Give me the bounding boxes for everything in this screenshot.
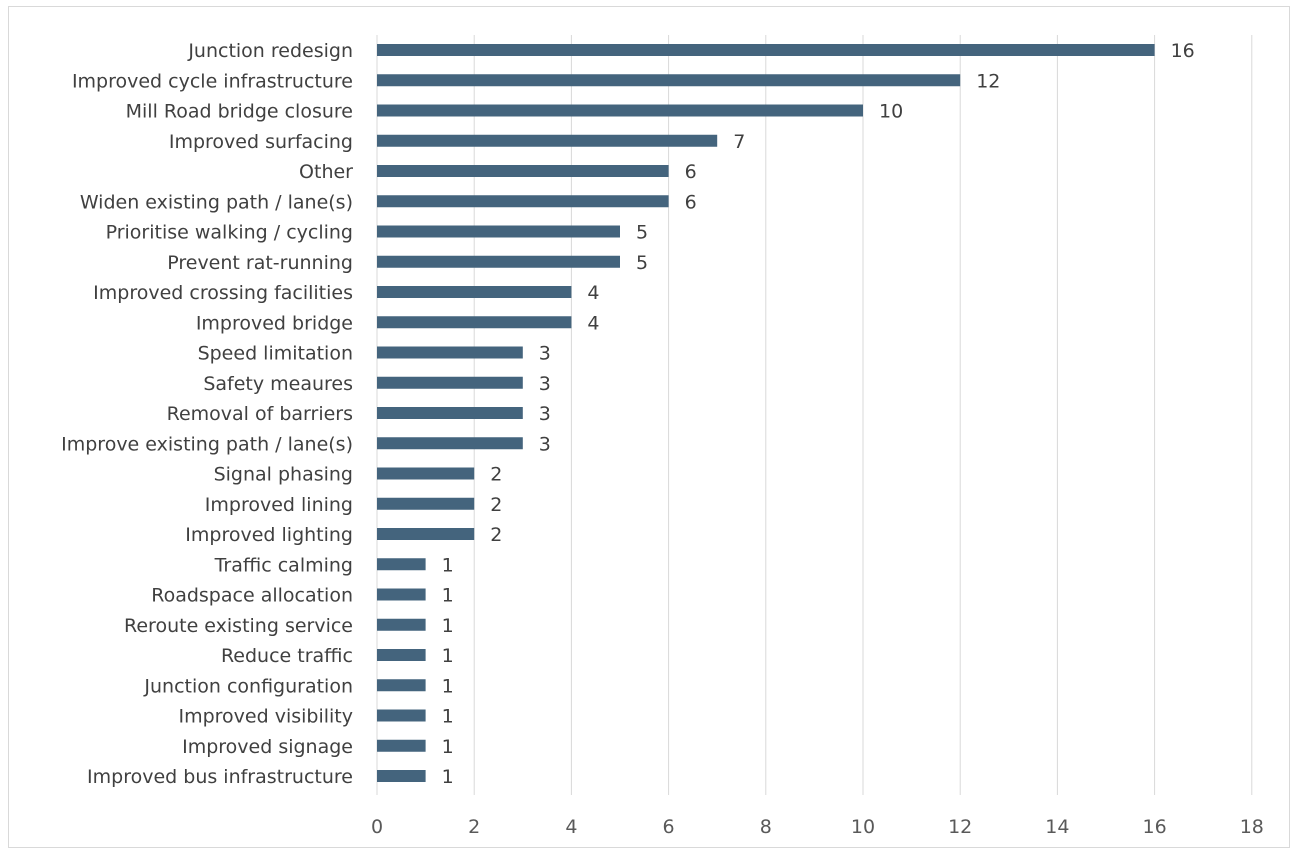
grid-lines [473, 35, 1253, 795]
category-label: Prioritise walking / cycling [106, 222, 353, 244]
category-label: Junction configuration [143, 675, 353, 697]
category-label: Removal of barriers [167, 403, 353, 425]
bar [377, 528, 475, 540]
category-label: Improved cycle infrastructure [72, 70, 353, 92]
category-label: Reroute existing service [124, 615, 353, 637]
data-label: 1 [442, 766, 454, 788]
x-tick-label: 16 [1143, 816, 1167, 838]
x-tick-label: 14 [1045, 816, 1069, 838]
bar [377, 316, 572, 329]
bar [377, 739, 426, 752]
category-label: Improved lining [205, 494, 353, 516]
x-tick-label: 0 [371, 816, 383, 838]
data-label: 1 [442, 675, 454, 697]
bar [377, 407, 523, 419]
data-label: 2 [490, 464, 502, 486]
x-axis-tick-labels: 0 2 4 6 8 10 12 14 16 18 [371, 816, 1264, 838]
bar [377, 497, 475, 510]
category-label: Widen existing path / lane(s) [80, 191, 353, 213]
category-label: Prevent rat-running [167, 252, 353, 274]
bar [377, 286, 572, 298]
category-label: Other [299, 161, 353, 183]
category-label: Traffic calming [214, 554, 353, 576]
data-label: 3 [539, 403, 551, 425]
category-label: Safety meaures [203, 373, 353, 395]
bar [377, 709, 426, 722]
data-label: 6 [685, 161, 697, 183]
category-label: Mill Road bridge closure [126, 101, 353, 123]
bar [377, 225, 620, 238]
data-label: 1 [442, 615, 454, 637]
data-label: 1 [442, 706, 454, 728]
category-label: Junction redesign [187, 40, 353, 62]
data-label: 1 [442, 585, 454, 607]
data-label: 3 [539, 343, 551, 365]
bar [377, 346, 523, 359]
x-tick-label: 4 [565, 816, 577, 838]
bar [377, 649, 426, 661]
data-label: 2 [490, 494, 502, 516]
category-label: Improved crossing facilities [93, 282, 353, 304]
data-label: 4 [587, 282, 599, 304]
data-label: 6 [685, 191, 697, 213]
x-tick-label: 2 [468, 816, 480, 838]
category-label: Improved bridge [196, 312, 353, 334]
x-tick-label: 10 [851, 816, 875, 838]
bar [377, 467, 475, 480]
category-label: Improved signage [182, 736, 353, 758]
bar [377, 588, 426, 601]
data-label: 4 [587, 312, 599, 334]
category-label: Improved visibility [178, 706, 353, 728]
data-label: 5 [636, 222, 648, 244]
data-label: 7 [733, 131, 745, 153]
category-label: Speed limitation [198, 343, 353, 365]
data-label: 1 [442, 736, 454, 758]
x-tick-label: 8 [760, 816, 772, 838]
bar [377, 74, 961, 87]
x-tick-label: 6 [663, 816, 675, 838]
bar [377, 770, 426, 782]
category-labels: Junction redesign Improved cycle infrastr… [61, 40, 353, 788]
category-label: Improved bus infrastructure [87, 766, 353, 788]
bar [377, 195, 669, 208]
bar [377, 44, 1155, 56]
data-label: 3 [539, 433, 551, 455]
bar [377, 134, 718, 147]
data-label: 1 [442, 554, 454, 576]
category-label: Reduce traffic [221, 645, 353, 667]
bar [377, 376, 523, 389]
data-label: 12 [976, 70, 1000, 92]
bar [377, 679, 426, 692]
bar [377, 618, 426, 631]
bar [377, 558, 426, 571]
x-tick-label: 18 [1240, 816, 1264, 838]
bar [377, 165, 669, 177]
bars [377, 44, 1155, 782]
category-label: Signal phasing [214, 464, 353, 486]
data-labels: 16 12 10 7 6 6 5 5 4 4 3 3 3 3 2 2 2 1 1 1 1 1 1 1 1 [442, 40, 1195, 788]
bar [377, 104, 863, 117]
x-tick-label: 12 [948, 816, 972, 838]
data-label: 10 [879, 101, 903, 123]
bar [377, 437, 523, 450]
data-label: 3 [539, 373, 551, 395]
data-label: 2 [490, 524, 502, 546]
bar [377, 255, 620, 268]
category-label: Improved surfacing [169, 131, 353, 153]
data-label: 16 [1171, 40, 1195, 62]
category-label: Improve existing path / lane(s) [61, 433, 353, 455]
data-label: 1 [442, 645, 454, 667]
data-label: 5 [636, 252, 648, 274]
category-label: Improved lighting [185, 524, 353, 546]
category-label: Roadspace allocation [151, 585, 353, 607]
